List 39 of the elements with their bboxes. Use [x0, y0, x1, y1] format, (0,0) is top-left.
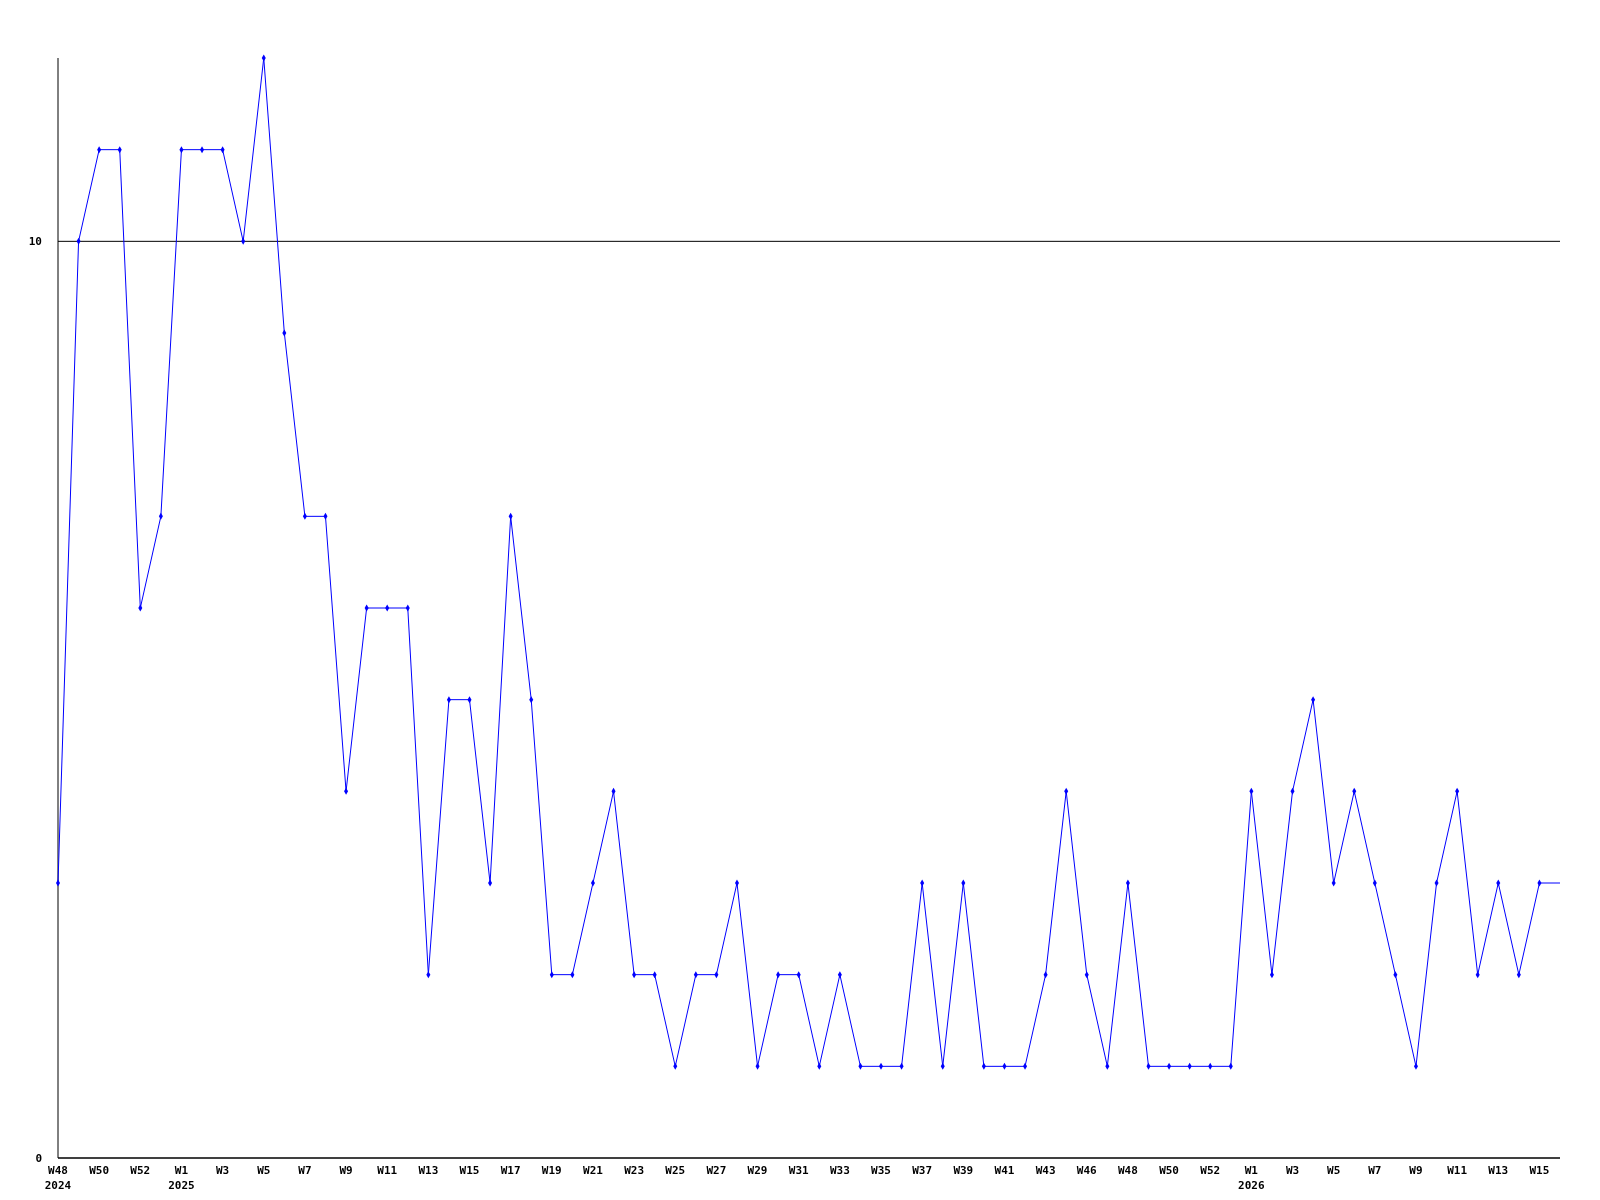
- x-tick-label: W27: [706, 1164, 727, 1177]
- x-tick-label: W39: [953, 1164, 974, 1177]
- x-tick-label: W35: [871, 1164, 891, 1177]
- x-tick-label: W46: [1076, 1164, 1098, 1177]
- x-tick-label: W29: [747, 1164, 768, 1177]
- x-tick-label: W48: [1117, 1164, 1138, 1177]
- x-tick-label: W5: [1327, 1164, 1341, 1177]
- x-tick-label: W5: [257, 1164, 271, 1177]
- x-tick-label: W48 2024: [44, 1164, 72, 1192]
- x-tick-label: W9: [1409, 1164, 1423, 1177]
- x-tick-label: W3: [1285, 1164, 1300, 1177]
- x-tick-label: W1 2025: [168, 1164, 195, 1192]
- x-tick-label: W52: [130, 1164, 151, 1177]
- x-tick-label: W15: [459, 1164, 480, 1177]
- x-tick-label: W21: [583, 1164, 604, 1177]
- x-tick-label: W17: [500, 1164, 521, 1177]
- x-tick-label: W13: [1488, 1164, 1509, 1177]
- x-tick-label: W11: [1447, 1164, 1468, 1177]
- y-tick-label: 10: [28, 235, 42, 249]
- x-tick-label: W15: [1529, 1164, 1550, 1177]
- x-tick-label: W41: [994, 1164, 1015, 1177]
- x-tick-label: W1 2026: [1238, 1164, 1265, 1192]
- x-tick-label: W19: [541, 1164, 562, 1177]
- x-tick-label: W11: [377, 1164, 398, 1177]
- x-tick-label: W25: [665, 1164, 686, 1177]
- x-tick-label: W7: [298, 1164, 312, 1177]
- x-tick-label: W31: [788, 1164, 810, 1177]
- x-tick-label: W50: [1159, 1164, 1180, 1177]
- x-tick-label: W13: [418, 1164, 439, 1177]
- x-tick-label: W50: [89, 1164, 110, 1177]
- x-tick-label: W43: [1035, 1164, 1056, 1177]
- x-tick-label: W3: [215, 1164, 230, 1177]
- x-tick-label: W52: [1200, 1164, 1221, 1177]
- x-tick-label: W23: [624, 1164, 645, 1177]
- x-tick-label: W9: [339, 1164, 353, 1177]
- x-tick-label: W33: [829, 1164, 850, 1177]
- y-tick-label: 0: [35, 1151, 42, 1165]
- x-tick-label: W7: [1368, 1164, 1382, 1177]
- x-tick-label: W37: [912, 1164, 933, 1177]
